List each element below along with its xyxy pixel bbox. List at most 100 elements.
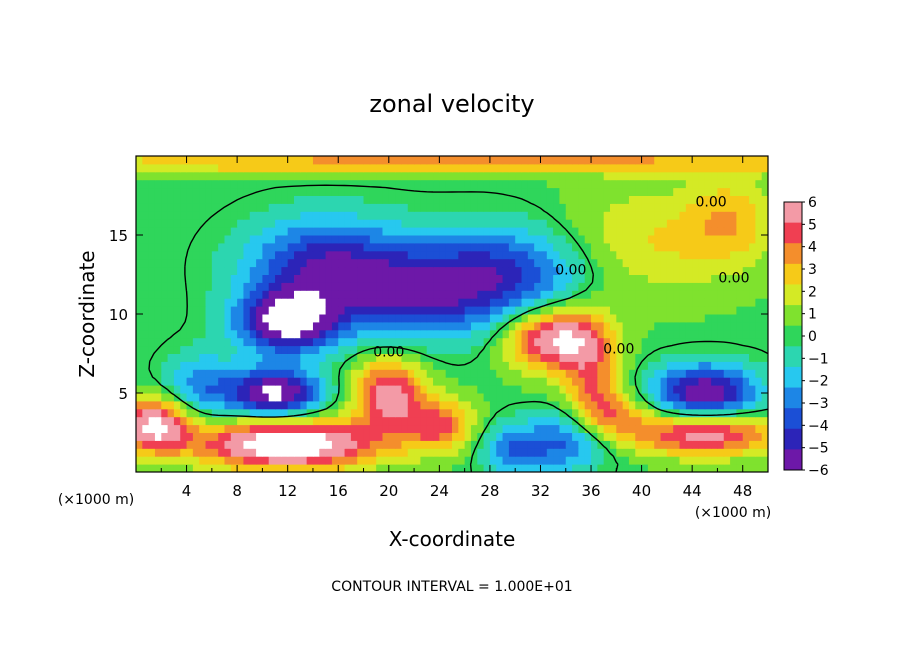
heatmap-cell xyxy=(635,408,643,418)
heatmap-cell xyxy=(218,345,225,354)
heatmap-cell xyxy=(452,250,459,260)
heatmap-cell xyxy=(426,195,434,204)
heatmap-cell xyxy=(350,408,358,418)
heatmap-cell xyxy=(635,353,643,362)
heatmap-cell xyxy=(616,448,624,457)
heatmap-cell xyxy=(382,187,390,196)
heatmap-cell xyxy=(167,432,175,441)
heatmap-cell xyxy=(369,314,377,323)
heatmap-cell xyxy=(243,377,251,386)
heatmap-cell xyxy=(711,250,718,260)
heatmap-cell xyxy=(591,266,598,275)
heatmap-cell xyxy=(628,266,636,275)
heatmap-cell xyxy=(199,195,207,204)
heatmap-cell xyxy=(565,219,573,228)
heatmap-cell xyxy=(660,203,668,212)
heatmap-cell xyxy=(243,250,251,260)
heatmap-cell xyxy=(666,306,674,315)
heatmap-cell xyxy=(591,345,598,354)
heatmap-cell xyxy=(616,456,624,465)
heatmap-cell xyxy=(218,282,225,291)
heatmap-cell xyxy=(527,337,535,347)
heatmap-cell xyxy=(148,171,156,181)
heatmap-cell xyxy=(445,393,453,402)
heatmap-cell xyxy=(439,171,447,181)
heatmap-cell xyxy=(647,298,655,307)
heatmap-cell xyxy=(584,456,592,465)
heatmap-cell xyxy=(350,416,358,426)
heatmap-cell xyxy=(553,448,560,457)
heatmap-cell xyxy=(294,385,301,394)
heatmap-cell xyxy=(167,219,175,228)
heatmap-cell xyxy=(344,258,352,268)
heatmap-cell xyxy=(578,393,586,402)
heatmap-cell xyxy=(470,227,478,236)
heatmap-cell xyxy=(268,242,276,252)
heatmap-cell xyxy=(597,329,605,339)
heatmap-cell xyxy=(256,337,263,347)
heatmap-cell xyxy=(679,227,687,236)
heatmap-cell xyxy=(350,448,358,457)
heatmap-cell xyxy=(704,448,712,457)
heatmap-cell xyxy=(173,274,181,283)
heatmap-cell xyxy=(496,448,504,457)
heatmap-cell xyxy=(167,337,175,347)
heatmap-cell xyxy=(230,337,238,347)
heatmap-cell xyxy=(388,329,396,339)
heatmap-cell xyxy=(218,321,225,331)
heatmap-cell xyxy=(136,408,143,418)
heatmap-cell xyxy=(268,266,276,275)
heatmap-cell xyxy=(565,369,573,378)
heatmap-cell xyxy=(546,464,554,473)
heatmap-cell xyxy=(647,385,655,394)
heatmap-cell xyxy=(502,258,510,268)
heatmap-cell xyxy=(610,163,617,173)
heatmap-cell xyxy=(439,440,447,449)
heatmap-cell xyxy=(464,195,472,204)
heatmap-cell xyxy=(515,298,523,307)
heatmap-cell xyxy=(312,464,320,473)
heatmap-cell xyxy=(287,408,295,418)
heatmap-cell xyxy=(161,329,169,339)
heatmap-cell xyxy=(578,156,586,165)
heatmap-cell xyxy=(603,337,611,347)
heatmap-cell xyxy=(546,314,554,323)
heatmap-cell xyxy=(711,235,718,244)
heatmap-cell xyxy=(211,235,219,244)
heatmap-cell xyxy=(211,203,219,212)
heatmap-cell xyxy=(749,282,756,291)
heatmap-cell xyxy=(142,440,150,449)
heatmap-cell xyxy=(534,314,541,323)
heatmap-cell xyxy=(319,400,327,410)
heatmap-cell xyxy=(578,329,586,339)
heatmap-cell xyxy=(148,448,156,457)
heatmap-cell xyxy=(534,171,541,181)
heatmap-cell xyxy=(502,274,510,283)
heatmap-cell xyxy=(148,416,156,426)
heatmap-cell xyxy=(319,377,327,386)
heatmap-cell xyxy=(186,258,194,268)
heatmap-cell xyxy=(180,464,188,473)
heatmap-cell xyxy=(249,314,257,323)
heatmap-cell xyxy=(489,266,497,275)
heatmap-cell xyxy=(192,298,200,307)
heatmap-cell xyxy=(230,448,238,457)
heatmap-cell xyxy=(262,416,270,426)
heatmap-cell xyxy=(698,353,706,362)
heatmap-cell xyxy=(312,203,320,212)
heatmap-cell xyxy=(540,250,548,260)
heatmap-cell xyxy=(369,290,377,299)
heatmap-cell xyxy=(136,416,143,426)
heatmap-cell xyxy=(641,274,649,283)
heatmap-cell xyxy=(426,377,434,386)
heatmap-cell xyxy=(325,440,333,449)
heatmap-cell xyxy=(186,361,194,370)
heatmap-cell xyxy=(262,432,270,441)
heatmap-cell xyxy=(136,282,143,291)
heatmap-cell xyxy=(205,187,213,196)
heatmap-cell xyxy=(565,195,573,204)
heatmap-cell xyxy=(704,314,712,323)
heatmap-cell xyxy=(496,163,504,173)
heatmap-cell xyxy=(736,290,744,299)
x-tick-label: 4 xyxy=(182,482,192,500)
